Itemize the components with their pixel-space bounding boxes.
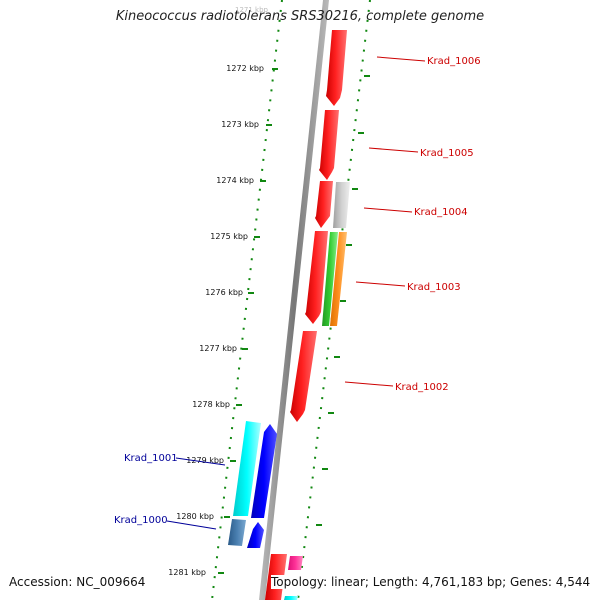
gene-label-krad-1006[interactable]: Krad_1006: [427, 56, 481, 67]
callout-line: [344, 381, 394, 387]
scale-label: 1278 kbp: [192, 400, 230, 409]
scale-label: 1272 kbp: [226, 64, 264, 73]
scale-label: 1280 kbp: [176, 512, 214, 521]
gene-krad-1005[interactable]: [319, 110, 339, 180]
left-dotted-guide: [211, 0, 283, 600]
gene-small-magenta[interactable]: [288, 556, 303, 570]
gene-label-krad-1004[interactable]: Krad_1004: [414, 207, 468, 218]
scale-left: 1271 kbp 1272 kbp 1273 kbp 1274 kbp 1275…: [168, 6, 278, 577]
gene-label-krad-1000[interactable]: Krad_1000: [114, 515, 168, 526]
gene-krad-1001[interactable]: [233, 421, 261, 516]
callout-line: [368, 147, 419, 153]
callout-line: [363, 207, 413, 213]
gene-labels-left: Krad_1001 Krad_1000: [114, 453, 226, 530]
callout-line: [166, 520, 217, 530]
gene-label-krad-1002[interactable]: Krad_1002: [395, 382, 449, 393]
gene-krad-1000[interactable]: [228, 519, 246, 546]
callout-line: [355, 281, 406, 287]
right-dotted-guide: [297, 0, 371, 600]
scale-label: 1273 kbp: [221, 120, 259, 129]
scale-right: [316, 75, 370, 526]
genome-axis: [259, 0, 329, 600]
scale-label: 1276 kbp: [205, 288, 243, 297]
scale-label: 1277 kbp: [199, 344, 237, 353]
gene-krad-1003-orange[interactable]: [330, 232, 347, 326]
gene-krad-1003-red[interactable]: [305, 231, 328, 324]
genome-summary: Topology: linear; Length: 4,761,183 bp; …: [271, 575, 591, 589]
gene-blue-a[interactable]: [251, 424, 277, 518]
scale-label: 1279 kbp: [186, 456, 224, 465]
callout-line: [175, 457, 226, 466]
gene-features-forward: [265, 30, 350, 600]
gene-blue-b[interactable]: [247, 522, 264, 548]
gene-label-krad-1005[interactable]: Krad_1005: [420, 148, 474, 159]
gene-krad-1004-b[interactable]: [333, 182, 350, 228]
gene-features-reverse: [228, 421, 277, 548]
accession-label: Accession: NC_009664: [9, 575, 146, 589]
gene-small-cyan[interactable]: [284, 596, 298, 600]
scale-label: 1281 kbp: [168, 568, 206, 577]
scale-label: 1271 kbp: [235, 6, 269, 14]
gene-labels-right: Krad_1006 Krad_1005 Krad_1004 Krad_1003 …: [344, 56, 481, 393]
gene-krad-1006[interactable]: [326, 30, 347, 106]
gene-label-krad-1001[interactable]: Krad_1001: [124, 453, 178, 464]
gene-label-krad-1003[interactable]: Krad_1003: [407, 282, 461, 293]
gene-krad-1003-green[interactable]: [322, 232, 338, 326]
callout-line: [376, 56, 426, 62]
scale-label: 1275 kbp: [210, 232, 248, 241]
gene-krad-1004-a[interactable]: [315, 181, 333, 228]
genome-title: Kineococcus radiotolerans SRS30216, comp…: [115, 9, 485, 24]
gene-krad-1002[interactable]: [290, 331, 317, 422]
scale-label: 1274 kbp: [216, 176, 254, 185]
